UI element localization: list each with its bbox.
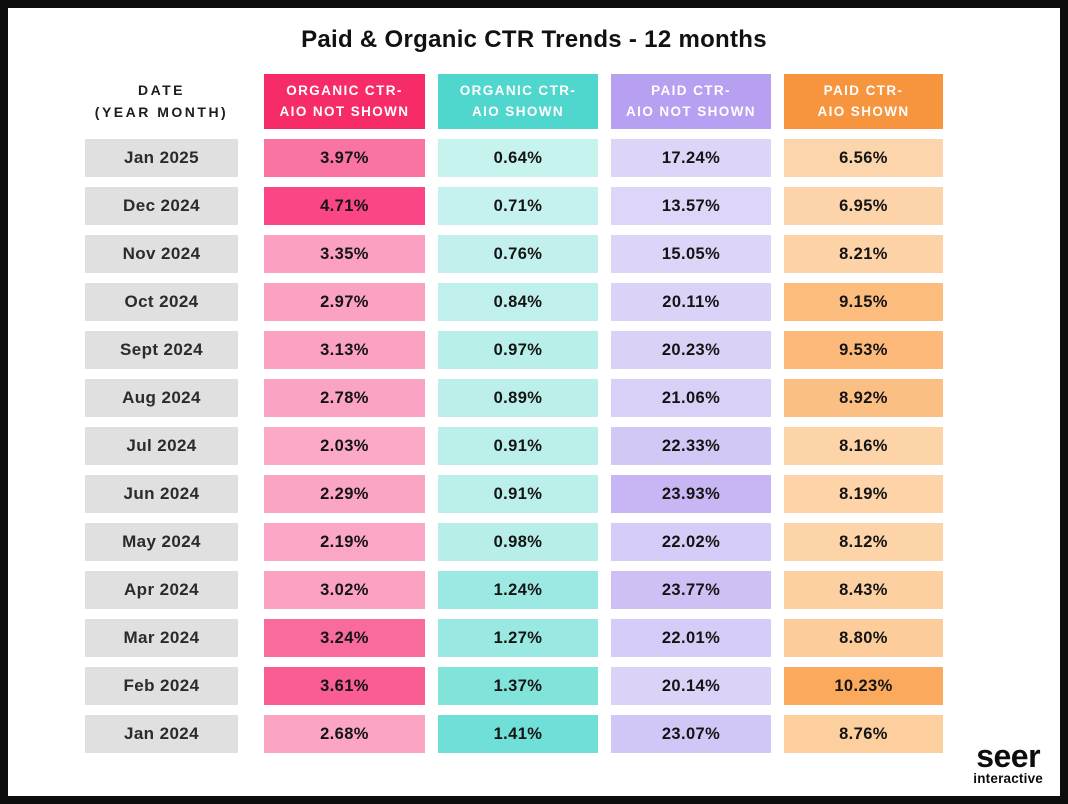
date-cell: Jan 2024 (85, 715, 238, 753)
date-cell: Sept 2024 (85, 331, 238, 369)
value-cell-organic-ctr-aio-shown: 0.98% (438, 523, 598, 561)
value-cell-paid-ctr-aio-shown: 8.16% (784, 427, 943, 465)
value-cell-organic-ctr-aio-shown: 0.76% (438, 235, 598, 273)
date-header-line2: (YEAR MONTH) (94, 103, 229, 120)
value-cell-paid-ctr-aio-shown: 9.53% (784, 331, 943, 369)
value-cell-organic-ctr-aio-not-shown: 2.29% (264, 475, 425, 513)
value-cell-organic-ctr-aio-shown: 1.24% (438, 571, 598, 609)
seer-logo-tagline: interactive (973, 771, 1043, 786)
value-cell-paid-ctr-aio-not-shown: 20.14% (611, 667, 771, 705)
date-cell: Aug 2024 (85, 379, 238, 417)
value-cell-paid-ctr-aio-shown: 8.43% (784, 571, 943, 609)
value-cell-organic-ctr-aio-not-shown: 3.61% (264, 667, 425, 705)
value-cell-organic-ctr-aio-shown: 0.89% (438, 379, 598, 417)
value-cell-organic-ctr-aio-shown: 0.71% (438, 187, 598, 225)
value-cell-organic-ctr-aio-shown: 0.91% (438, 427, 598, 465)
value-cell-organic-ctr-aio-not-shown: 3.13% (264, 331, 425, 369)
value-cell-organic-ctr-aio-not-shown: 4.71% (264, 187, 425, 225)
date-cell: Jan 2025 (85, 139, 238, 177)
seer-logo: seer interactive (973, 737, 1043, 786)
value-cell-paid-ctr-aio-shown: 8.76% (784, 715, 943, 753)
value-cell-organic-ctr-aio-shown: 1.27% (438, 619, 598, 657)
date-header-line1: DATE (137, 81, 186, 98)
value-cell-paid-ctr-aio-shown: 6.95% (784, 187, 943, 225)
column-header-line1: ORGANIC CTR- (459, 82, 577, 98)
column-header-line1: PAID CTR- (823, 82, 904, 98)
value-cell-paid-ctr-aio-not-shown: 23.77% (611, 571, 771, 609)
seer-logo-wordmark: seer (976, 737, 1041, 774)
value-cell-paid-ctr-aio-shown: 8.21% (784, 235, 943, 273)
value-cell-organic-ctr-aio-not-shown: 2.97% (264, 283, 425, 321)
date-cell: Nov 2024 (85, 235, 238, 273)
date-cell: May 2024 (85, 523, 238, 561)
chart-title: Paid & Organic CTR Trends - 12 months (301, 26, 767, 53)
value-cell-paid-ctr-aio-not-shown: 13.57% (611, 187, 771, 225)
date-cell: Jun 2024 (85, 475, 238, 513)
date-cell: Oct 2024 (85, 283, 238, 321)
column-header-line1: PAID CTR- (651, 82, 731, 98)
value-cell-paid-ctr-aio-shown: 9.15% (784, 283, 943, 321)
value-cell-organic-ctr-aio-not-shown: 3.24% (264, 619, 425, 657)
column-header-line1: ORGANIC CTR- (286, 82, 403, 98)
date-cell: Mar 2024 (85, 619, 238, 657)
value-cell-organic-ctr-aio-shown: 1.37% (438, 667, 598, 705)
value-cell-paid-ctr-aio-not-shown: 15.05% (611, 235, 771, 273)
date-cell: Apr 2024 (85, 571, 238, 609)
value-cell-organic-ctr-aio-shown: 0.84% (438, 283, 598, 321)
value-cell-organic-ctr-aio-not-shown: 2.03% (264, 427, 425, 465)
value-cell-paid-ctr-aio-shown: 10.23% (784, 667, 943, 705)
value-cell-organic-ctr-aio-not-shown: 2.19% (264, 523, 425, 561)
column-header-paid-ctr-aio-shown: PAID CTR- AIO SHOWN (784, 74, 943, 129)
value-cell-paid-ctr-aio-not-shown: 22.33% (611, 427, 771, 465)
date-cell: Jul 2024 (85, 427, 238, 465)
value-cell-paid-ctr-aio-not-shown: 22.02% (611, 523, 771, 561)
date-cell: Dec 2024 (85, 187, 238, 225)
column-header-line2: AIO NOT SHOWN (626, 103, 756, 119)
value-cell-organic-ctr-aio-not-shown: 3.02% (264, 571, 425, 609)
value-cell-organic-ctr-aio-not-shown: 2.78% (264, 379, 425, 417)
value-cell-organic-ctr-aio-shown: 0.91% (438, 475, 598, 513)
value-cell-paid-ctr-aio-shown: 8.12% (784, 523, 943, 561)
value-cell-organic-ctr-aio-shown: 0.97% (438, 331, 598, 369)
column-header-line2: AIO NOT SHOWN (279, 103, 410, 119)
value-cell-paid-ctr-aio-not-shown: 22.01% (611, 619, 771, 657)
column-header-line2: AIO SHOWN (817, 103, 910, 119)
date-column-header: DATE (YEAR MONTH) (85, 74, 238, 129)
value-cell-paid-ctr-aio-shown: 8.80% (784, 619, 943, 657)
column-header-line2: AIO SHOWN (471, 103, 565, 119)
value-cell-paid-ctr-aio-not-shown: 17.24% (611, 139, 771, 177)
value-cell-organic-ctr-aio-not-shown: 3.35% (264, 235, 425, 273)
value-cell-paid-ctr-aio-not-shown: 23.93% (611, 475, 771, 513)
value-cell-paid-ctr-aio-shown: 8.92% (784, 379, 943, 417)
value-cell-organic-ctr-aio-not-shown: 2.68% (264, 715, 425, 753)
column-header-organic-ctr-aio-not-shown: ORGANIC CTR- AIO NOT SHOWN (264, 74, 425, 129)
value-cell-paid-ctr-aio-not-shown: 20.23% (611, 331, 771, 369)
value-cell-organic-ctr-aio-shown: 1.41% (438, 715, 598, 753)
ctr-table: DATE (YEAR MONTH) ORGANIC CTR- AIO NOT SH… (85, 74, 943, 753)
value-cell-paid-ctr-aio-not-shown: 21.06% (611, 379, 771, 417)
value-cell-paid-ctr-aio-not-shown: 23.07% (611, 715, 771, 753)
value-cell-paid-ctr-aio-not-shown: 20.11% (611, 283, 771, 321)
value-cell-organic-ctr-aio-shown: 0.64% (438, 139, 598, 177)
column-header-paid-ctr-aio-not-shown: PAID CTR- AIO NOT SHOWN (611, 74, 771, 129)
date-cell: Feb 2024 (85, 667, 238, 705)
value-cell-organic-ctr-aio-not-shown: 3.97% (264, 139, 425, 177)
value-cell-paid-ctr-aio-shown: 6.56% (784, 139, 943, 177)
column-header-organic-ctr-aio-shown: ORGANIC CTR- AIO SHOWN (438, 74, 598, 129)
value-cell-paid-ctr-aio-shown: 8.19% (784, 475, 943, 513)
